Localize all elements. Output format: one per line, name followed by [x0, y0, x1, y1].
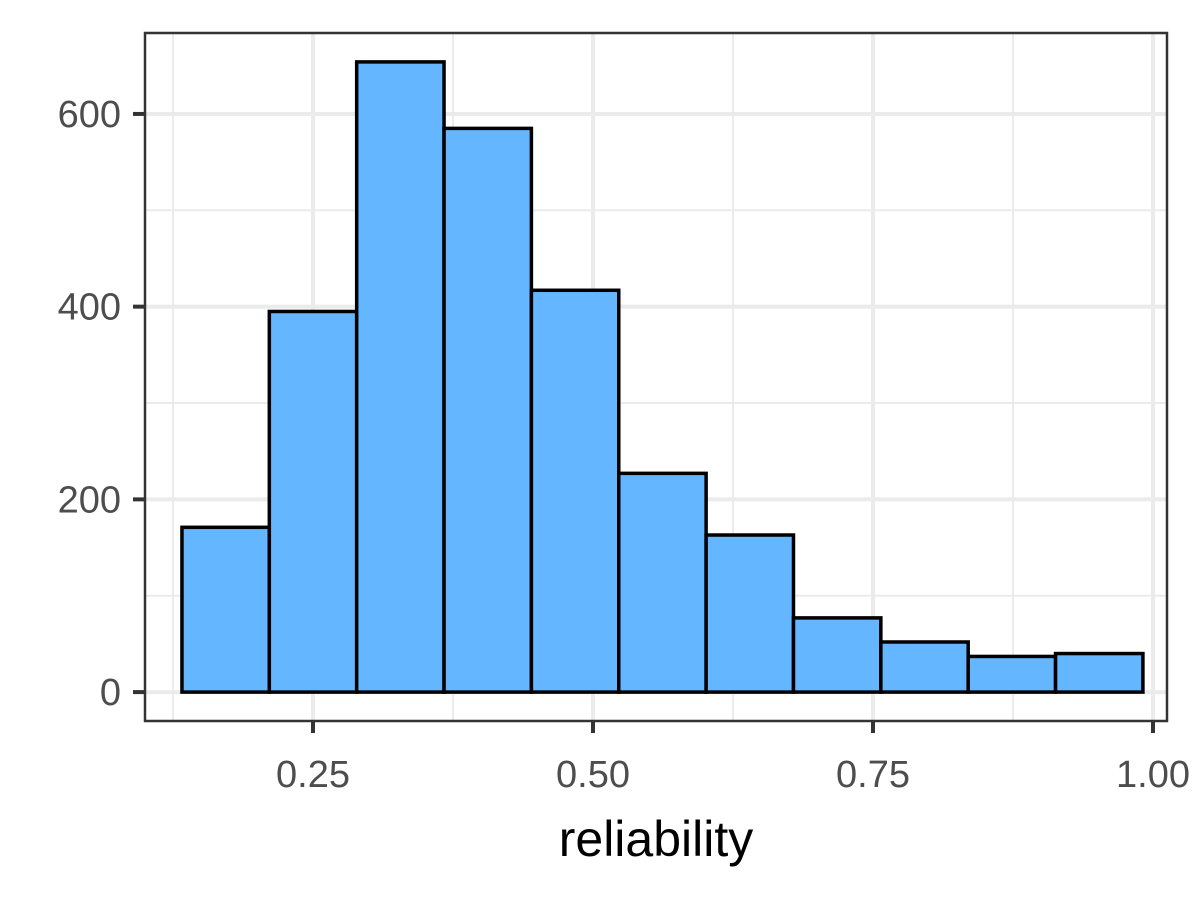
- histogram-bar: [704, 533, 796, 694]
- histogram-bar: [791, 616, 883, 694]
- x-tick-label: 0.25: [276, 754, 350, 796]
- histogram-bar: [354, 60, 446, 694]
- x-tick-label: 0.75: [836, 754, 910, 796]
- y-tick-label: 600: [58, 94, 121, 136]
- histogram-bar: [966, 654, 1058, 694]
- y-tick-label: 400: [58, 287, 121, 329]
- histogram-bar: [529, 288, 621, 694]
- y-tick-label: 0: [100, 672, 121, 714]
- histogram-bar: [1053, 651, 1145, 694]
- x-tick-label: 0.50: [556, 754, 630, 796]
- histogram-bar: [442, 126, 534, 694]
- histogram-bar: [267, 309, 359, 694]
- panel-border: [143, 31, 1169, 723]
- histogram-bar: [617, 471, 708, 694]
- y-tick-label: 200: [58, 479, 121, 521]
- histogram-bar: [180, 525, 272, 694]
- x-axis-title: reliability: [559, 811, 754, 867]
- x-tick-label: 1.00: [1116, 754, 1190, 796]
- histogram-bar: [879, 640, 970, 694]
- y-axis: 0 200 400 600: [58, 94, 145, 714]
- histogram-bars: [180, 60, 1145, 694]
- x-axis: 0.25 0.50 0.75 1.00: [276, 721, 1190, 796]
